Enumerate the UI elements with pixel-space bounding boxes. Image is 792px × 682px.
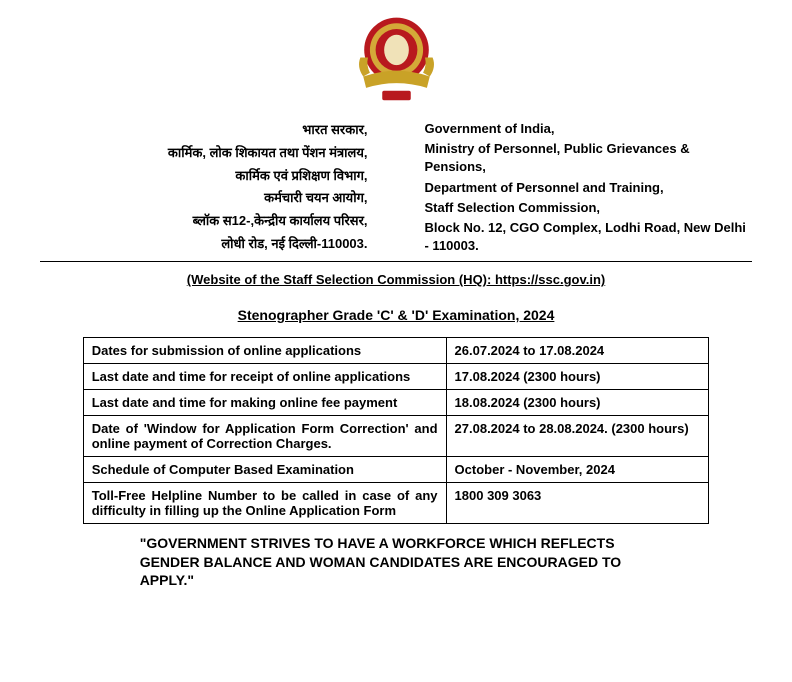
row-label: Last date and time for receipt of online… — [83, 364, 446, 390]
row-label: Schedule of Computer Based Examination — [83, 457, 446, 483]
hindi-line-3: कर्मचारी चयन आयोग, — [40, 188, 368, 209]
table-row: Schedule of Computer Based Examination O… — [83, 457, 709, 483]
row-value: October - November, 2024 — [446, 457, 709, 483]
table-row: Toll-Free Helpline Number to be called i… — [83, 483, 709, 524]
hindi-line-1: कार्मिक, लोक शिकायत तथा पेंशन मंत्रालय, — [40, 143, 368, 164]
header-row: भारत सरकार, कार्मिक, लोक शिकायत तथा पेंश… — [40, 118, 752, 262]
hindi-line-4: ब्लॉक स12-,केन्द्रीय कार्यालय परिसर, — [40, 211, 368, 232]
ssc-logo — [349, 10, 444, 110]
header-hindi: भारत सरकार, कार्मिक, लोक शिकायत तथा पेंश… — [40, 118, 368, 257]
hindi-line-2: कार्मिक एवं प्रशिक्षण विभाग, — [40, 166, 368, 187]
table-row: Last date and time for making online fee… — [83, 390, 709, 416]
hindi-line-0: भारत सरकार, — [40, 120, 368, 141]
row-value: 27.08.2024 to 28.08.2024. (2300 hours) — [446, 416, 709, 457]
exam-title: Stenographer Grade 'C' & 'D' Examination… — [40, 307, 752, 323]
english-line-0: Government of India, — [424, 120, 752, 138]
english-line-3: Staff Selection Commission, — [424, 199, 752, 217]
row-value: 26.07.2024 to 17.08.2024 — [446, 338, 709, 364]
logo-container — [40, 10, 752, 110]
footer-quote: "GOVERNMENT STRIVES TO HAVE A WORKFORCE … — [140, 534, 653, 589]
table-row: Date of 'Window for Application Form Cor… — [83, 416, 709, 457]
header-english: Government of India, Ministry of Personn… — [424, 118, 752, 257]
english-line-4: Block No. 12, CGO Complex, Lodhi Road, N… — [424, 219, 752, 255]
row-value: 17.08.2024 (2300 hours) — [446, 364, 709, 390]
row-value: 1800 309 3063 — [446, 483, 709, 524]
website-link[interactable]: (Website of the Staff Selection Commissi… — [40, 272, 752, 287]
english-line-2: Department of Personnel and Training, — [424, 179, 752, 197]
row-value: 18.08.2024 (2300 hours) — [446, 390, 709, 416]
row-label: Last date and time for making online fee… — [83, 390, 446, 416]
english-line-1: Ministry of Personnel, Public Grievances… — [424, 140, 752, 176]
row-label: Toll-Free Helpline Number to be called i… — [83, 483, 446, 524]
dates-table: Dates for submission of online applicati… — [83, 337, 710, 524]
table-row: Last date and time for receipt of online… — [83, 364, 709, 390]
row-label: Date of 'Window for Application Form Cor… — [83, 416, 446, 457]
table-row: Dates for submission of online applicati… — [83, 338, 709, 364]
row-label: Dates for submission of online applicati… — [83, 338, 446, 364]
hindi-line-5: लोधी रोड, नई दिल्ली-110003. — [40, 234, 368, 255]
